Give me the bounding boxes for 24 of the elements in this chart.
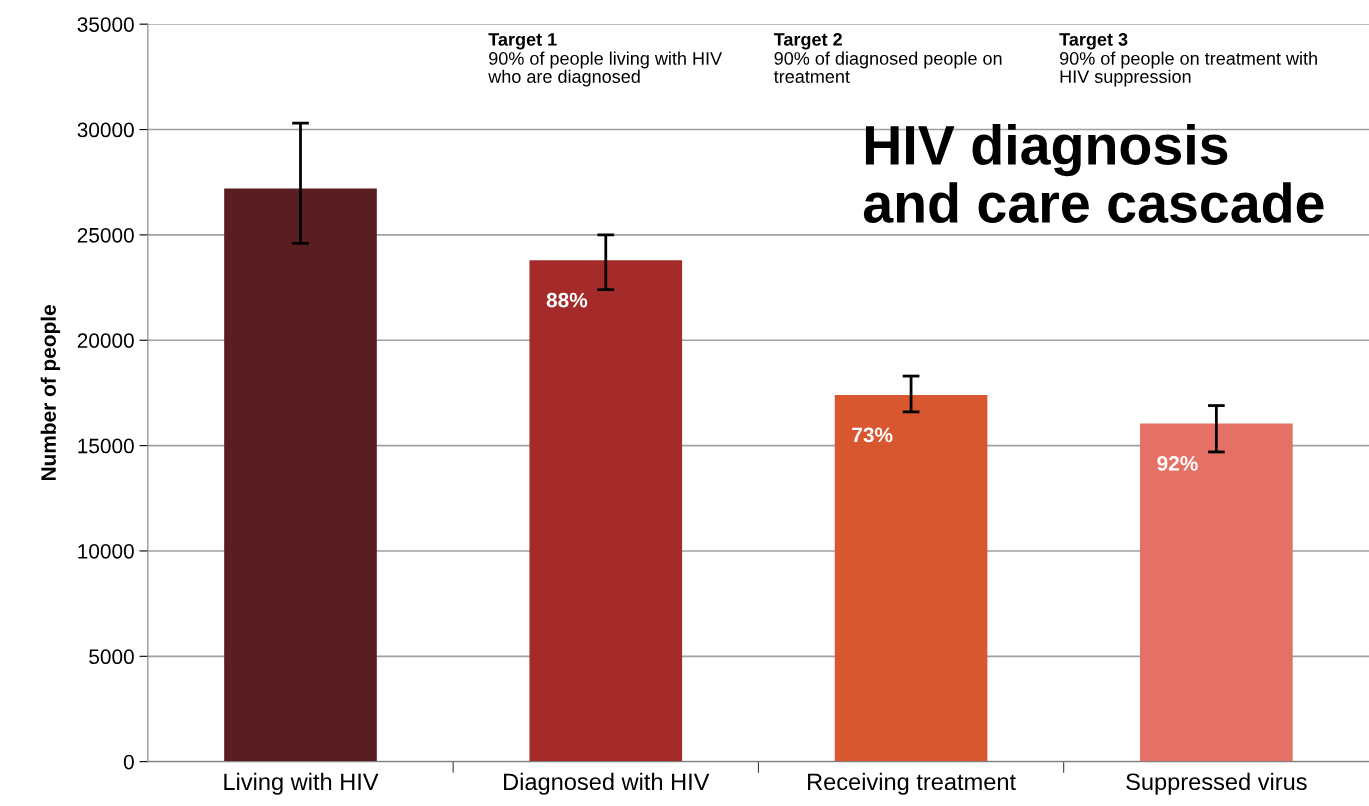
x-tick-label: Receiving treatment: [808, 772, 1016, 795]
y-tick-label: 0: [123, 754, 134, 770]
x-tick-label: Living with HIV: [224, 772, 379, 795]
annotation: 88%: [546, 292, 588, 308]
y-tick-label: 10000: [78, 543, 134, 559]
y-axis-title: Number of people: [40, 305, 61, 481]
bar: [1140, 423, 1293, 762]
x-tick-label: Suppressed virus: [1126, 772, 1307, 795]
y-tick-label: 5000: [89, 649, 134, 665]
bar: [224, 188, 377, 762]
annotation: 92%: [1157, 455, 1198, 471]
bar: [529, 260, 683, 762]
annotation: Target 3 90% of people on treatment with HIV suppression: [1059, 33, 1317, 87]
bar: [834, 395, 988, 762]
text: HIV diagnosis and care cascade: [863, 124, 1324, 223]
annotation: Target 1 90% of people living with HIV who are diagnosed: [488, 33, 723, 87]
annotation: 73%: [852, 427, 893, 443]
y-tick-label: 25000: [77, 227, 134, 243]
annotation: Target 2 90% of diagnosed people on treatment: [773, 33, 1002, 83]
y-tick-label: 30000: [77, 122, 134, 138]
y-tick-label: 15000: [78, 438, 134, 454]
y-tick-label: 35000: [77, 17, 134, 32]
y-tick-label: 20000: [77, 333, 134, 348]
x-tick-label: Diagnosed with HIV: [504, 772, 710, 795]
